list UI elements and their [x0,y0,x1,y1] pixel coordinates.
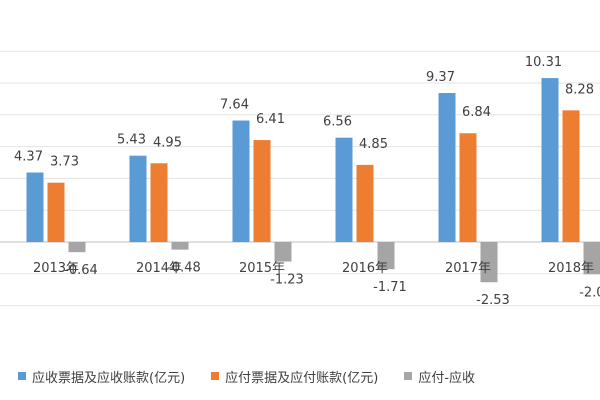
category-label: 2014年 [136,261,182,276]
bar-1-5 [562,110,580,243]
legend-swatch [18,372,26,380]
category-labels: 2013年 2014年 2015年 2016年 2017年 2018年 [33,261,594,276]
bars [26,78,600,283]
bar-1-2 [253,140,271,242]
bar-0-2 [232,120,250,242]
bar-0-4 [438,93,456,242]
data-label: 3.73 [50,155,79,170]
data-label: 10.31 [525,55,562,70]
data-label: -1.71 [373,280,407,295]
data-label: 6.41 [256,112,285,127]
legend-label: 应付-应收 [418,370,476,386]
bar-0-1 [129,155,147,242]
bar-1-4 [459,133,477,242]
bar-0-3 [335,137,353,242]
bar-1-3 [356,164,374,242]
data-label: 4.95 [153,135,182,150]
data-label: -2.53 [476,293,510,308]
data-label: 9.37 [426,70,455,85]
data-label: 4.85 [359,137,388,152]
data-label: -0.64 [64,263,98,278]
data-label: 7.64 [220,98,249,113]
legend-swatch [404,372,413,380]
data-label: -2.03 [579,285,600,300]
bar-0-5 [541,78,559,242]
bar-2-3 [377,242,395,270]
bar-2-2 [274,242,292,262]
legend-swatch [211,372,220,380]
category-label: 2016年 [342,261,388,276]
data-label: 4.37 [14,150,43,165]
legend-item-receivables: 应收票据及应收账款(亿元) [18,367,185,386]
bar-2-1 [171,242,189,250]
bar-2-5 [583,242,600,275]
data-label: 6.84 [462,105,491,120]
bar-2-0 [68,242,86,253]
category-label: 2013年 [33,261,79,276]
value-labels: 4.37 3.73 -0.64 5.43 4.95 -0.48 7.64 6.41 -1.23 6… [14,55,600,308]
legend-item-payables: 应付票据及应付账款(亿元) [211,367,378,386]
legend-item-difference: 应付-应收 [404,367,475,386]
bar-1-1 [150,163,168,242]
gridlines [0,50,600,307]
data-label: -1.23 [270,273,304,288]
legend-label: 应收票据及应收账款(亿元) [32,370,186,386]
category-label: 2015年 [239,261,285,276]
bar-2-4 [480,242,498,283]
data-label: 8.28 [565,82,594,97]
bar-1-0 [47,182,65,242]
data-label: 6.56 [323,115,352,130]
bar-0-0 [26,172,44,242]
legend-label: 应付票据及应付账款(亿元) [225,370,379,386]
legend: 应收票据及应收账款(亿元) 应付票据及应付账款(亿元) 应付-应收 [18,366,598,386]
category-label: 2017年 [445,261,491,276]
data-label: 5.43 [117,133,146,148]
category-label: 2018年 [548,261,594,276]
data-label: -0.48 [167,261,201,276]
